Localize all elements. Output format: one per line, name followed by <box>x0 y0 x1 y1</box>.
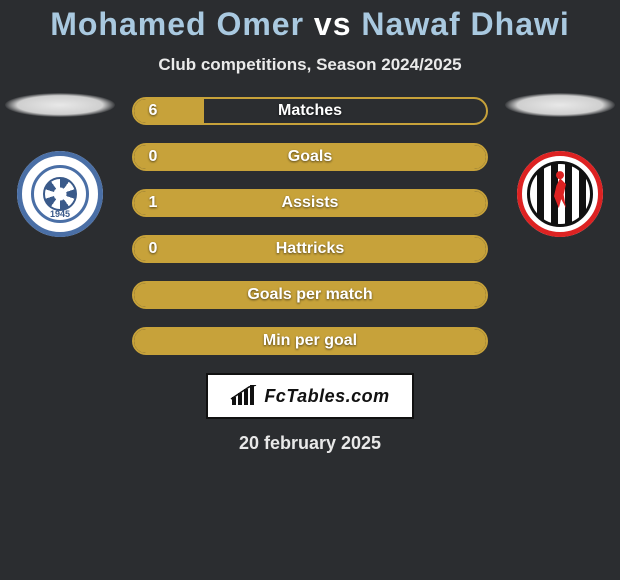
brand-text: FcTables.com <box>264 386 389 407</box>
player-silhouette-icon <box>550 171 570 215</box>
left-player-silhouette-shadow <box>5 93 115 117</box>
right-club-badge <box>517 151 603 237</box>
title-player2: Nawaf Dhawi <box>361 6 569 42</box>
subtitle: Club competitions, Season 2024/2025 <box>0 55 620 75</box>
stat-bar-label: Min per goal <box>134 332 486 350</box>
bar-chart-icon <box>230 385 258 407</box>
stat-bar: 0Goals <box>132 143 488 171</box>
stat-bar-label: Goals per match <box>134 286 486 304</box>
stat-bar: Goals per match <box>132 281 488 309</box>
left-club-year: 1945 <box>17 209 103 219</box>
stat-bar: 6Matches <box>132 97 488 125</box>
stat-bar-label: Goals <box>134 148 486 166</box>
title-vs: vs <box>314 6 352 42</box>
stat-bar-label: Matches <box>134 102 486 120</box>
comparison-arena: 1945 6Matches 0Goals 1Assists 0Hattricks Goa… <box>0 93 620 355</box>
left-player-column: 1945 <box>0 93 120 237</box>
stat-bar-label: Assists <box>134 194 486 212</box>
stat-bar-label: Hattricks <box>134 240 486 258</box>
snapshot-date: 20 february 2025 <box>0 433 620 454</box>
right-player-column <box>500 93 620 237</box>
football-icon <box>43 177 77 211</box>
stat-bar: Min per goal <box>132 327 488 355</box>
page-title: Mohamed Omer vs Nawaf Dhawi <box>0 0 620 43</box>
stat-bars: 6Matches 0Goals 1Assists 0Hattricks Goals pe… <box>132 93 488 355</box>
right-player-silhouette-shadow <box>505 93 615 117</box>
stat-bar: 1Assists <box>132 189 488 217</box>
stat-bar: 0Hattricks <box>132 235 488 263</box>
brand-badge: FcTables.com <box>206 373 414 419</box>
left-club-badge: 1945 <box>17 151 103 237</box>
title-player1: Mohamed Omer <box>50 6 304 42</box>
